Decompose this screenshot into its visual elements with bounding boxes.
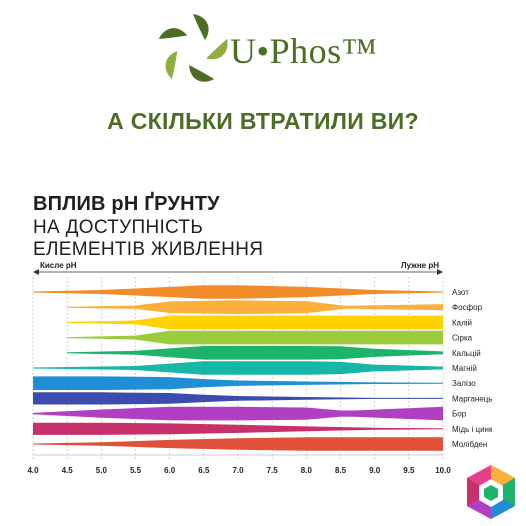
- band-label-8: Марганець: [452, 394, 492, 403]
- chart-title: ВПЛИВ pH ҐРУНТУ: [33, 193, 220, 215]
- x-tick-label-11: 9.5: [403, 466, 415, 475]
- acidic-ph-label: Кисле pH: [40, 261, 77, 270]
- band-11: [33, 437, 443, 451]
- band-label-2: Фосфор: [452, 303, 483, 312]
- ph-availability-chart: Кисле pH Лужне pH Азот Фосфор Калій Сірка Каль…: [27, 261, 493, 475]
- leaf-wreath-logo-icon: [158, 14, 228, 82]
- x-tick-label-2: 5.0: [96, 466, 108, 475]
- band-10: [33, 422, 443, 435]
- band-label-6: Магній: [452, 364, 477, 373]
- band-7: [33, 376, 443, 390]
- band-label-3: Калій: [452, 318, 472, 327]
- x-tick-label-8: 8.0: [301, 466, 313, 475]
- band-label-9: Бор: [452, 410, 467, 419]
- ph-arrow-right-head: [437, 269, 443, 275]
- band-label-4: Сірка: [452, 334, 473, 343]
- band-1: [33, 285, 443, 299]
- ph-arrow-left-head: [33, 269, 39, 275]
- brand-header: U•Phos™: [0, 0, 526, 95]
- x-tick-label-7: 7.5: [267, 466, 279, 475]
- x-tick-label-12: 10.0: [435, 466, 451, 475]
- band-5: [67, 346, 443, 360]
- x-tick-label-9: 8.5: [335, 466, 347, 475]
- band-4: [67, 330, 443, 345]
- band-label-11: Молібден: [452, 440, 487, 449]
- chart-subtitle-line-2: ЕЛЕМЕНТІВ ЖИВЛЕННЯ: [33, 239, 264, 260]
- x-tick-label-1: 4.5: [62, 466, 74, 475]
- chart-subtitle-line-1: НА ДОСТУПНІСТЬ: [33, 217, 204, 238]
- x-tick-label-10: 9.0: [369, 466, 381, 475]
- band-6: [33, 361, 443, 375]
- band-label-10: Мідь і цинк: [452, 425, 493, 434]
- band-2: [67, 300, 443, 314]
- x-tick-label-5: 6.5: [198, 466, 210, 475]
- band-label-1: Азот: [452, 288, 469, 297]
- alkaline-ph-label: Лужне pH: [401, 261, 439, 270]
- headline: А СКІЛЬКИ ВТРАТИЛИ ВИ?: [107, 108, 419, 134]
- x-tick-label-4: 6.0: [164, 466, 176, 475]
- band-3: [67, 315, 443, 330]
- x-tick-label-0: 4.0: [27, 466, 39, 475]
- band-label-5: Кальцій: [452, 349, 481, 358]
- brand-name: U•Phos™: [230, 31, 378, 71]
- band-label-7: Залізо: [452, 379, 476, 388]
- x-tick-label-6: 7.0: [232, 466, 244, 475]
- colorful-hexagon-badge-icon: [467, 465, 515, 519]
- band-9: [33, 406, 443, 421]
- x-tick-label-3: 5.5: [130, 466, 142, 475]
- band-8: [33, 392, 443, 405]
